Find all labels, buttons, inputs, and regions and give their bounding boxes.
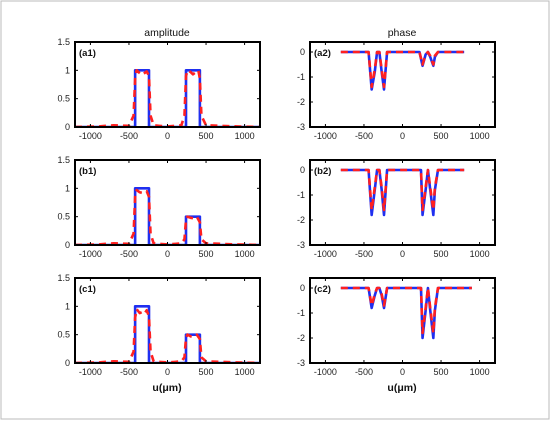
y-tick-label: -1 [297,190,305,200]
x-tick-label: 1000 [470,367,490,377]
x-tick-label: 0 [165,367,170,377]
panel-label: (c1) [79,284,96,295]
x-tick-label: 500 [199,367,214,377]
y-tick-label: -3 [297,240,305,250]
x-tick-label: -1000 [79,131,102,141]
panel-label: (b2) [314,166,331,177]
y-tick-label: 0.5 [57,94,70,104]
x-tick-label: 0 [400,131,405,141]
y-tick-label: 0 [300,47,305,57]
panel-label: (a2) [314,48,331,59]
y-tick-label: 1.5 [57,37,70,47]
x-tick-label: -1000 [79,249,102,259]
y-tick-label: 1.5 [57,155,70,165]
panel-2: -1000 -500 0 500 1000 -3 -2 -1 0 (a2) [297,41,496,141]
x-tick-label: -1000 [314,131,337,141]
x-tick-label: 0 [400,249,405,259]
y-tick-label: 0 [300,283,305,293]
y-tick-label: -3 [297,122,305,132]
x-tick-label: 0 [165,249,170,259]
panel-4: -1000 -500 0 500 1000 -3 -2 -1 0 (b2) [297,159,496,259]
x-tick-label: 500 [199,131,214,141]
x-axis-label-left: u(μm) [152,382,181,394]
x-tick-label: 1000 [235,131,255,141]
y-tick-label: -3 [297,358,305,368]
y-tick-label: 0 [65,122,70,132]
x-tick-label: 1000 [470,249,490,259]
x-tick-label: -500 [355,131,373,141]
y-tick-label: -1 [297,72,305,82]
col-title-phase: phase [388,27,417,39]
y-tick-label: 1 [65,301,70,311]
y-tick-label: 0 [65,240,70,250]
x-tick-label: 1000 [235,249,255,259]
plot-area [340,168,465,217]
dashed-series-line [340,50,465,89]
panel-3: -1000 -500 0 500 1000 0 0.5 1 1.5 (b1) [57,155,261,259]
x-tick-label: -500 [355,249,373,259]
x-tick-label: -1000 [314,249,337,259]
x-tick-label: 500 [434,249,449,259]
y-tick-label: 0.5 [57,330,70,340]
x-tick-label: -1000 [79,367,102,377]
x-tick-label: 500 [199,249,214,259]
panel-label: (c2) [314,284,331,295]
dashed-series-line [340,168,465,212]
y-tick-label: -2 [297,97,305,107]
x-axis-label-right: u(μm) [387,382,416,394]
panel-6: -1000 -500 0 500 1000 -3 -2 -1 0 (c2) [297,277,496,377]
y-tick-label: 0 [300,165,305,175]
x-tick-label: 500 [434,131,449,141]
x-tick-label: -500 [120,249,138,259]
x-tick-label: 0 [165,131,170,141]
y-tick-label: 1 [65,183,70,193]
panel-5: -1000 -500 0 500 1000 0 0.5 1 1.5 (c1) [57,273,261,377]
x-tick-label: 1000 [470,131,490,141]
y-tick-label: -2 [297,333,305,343]
x-tick-label: 0 [400,367,405,377]
y-tick-label: 1.5 [57,273,70,283]
plot-area [340,286,472,340]
y-tick-label: -2 [297,215,305,225]
y-tick-label: -1 [297,308,305,318]
col-title-amplitude: amplitude [144,27,190,39]
plot-area [340,50,465,91]
panel-1: -1000 -500 0 500 1000 0 0.5 1 1.5 (a1) [57,37,261,141]
y-tick-label: 0.5 [57,212,70,222]
x-tick-label: -500 [120,367,138,377]
x-tick-label: -500 [355,367,373,377]
y-tick-label: 0 [65,358,70,368]
x-tick-label: 1000 [235,367,255,377]
y-tick-label: 1 [65,65,70,75]
panel-label: (a1) [79,48,96,59]
x-tick-label: -1000 [314,367,337,377]
x-tick-label: 500 [434,367,449,377]
panel-label: (b1) [79,166,96,177]
dashed-series-line [340,286,472,335]
x-tick-label: -500 [120,131,138,141]
